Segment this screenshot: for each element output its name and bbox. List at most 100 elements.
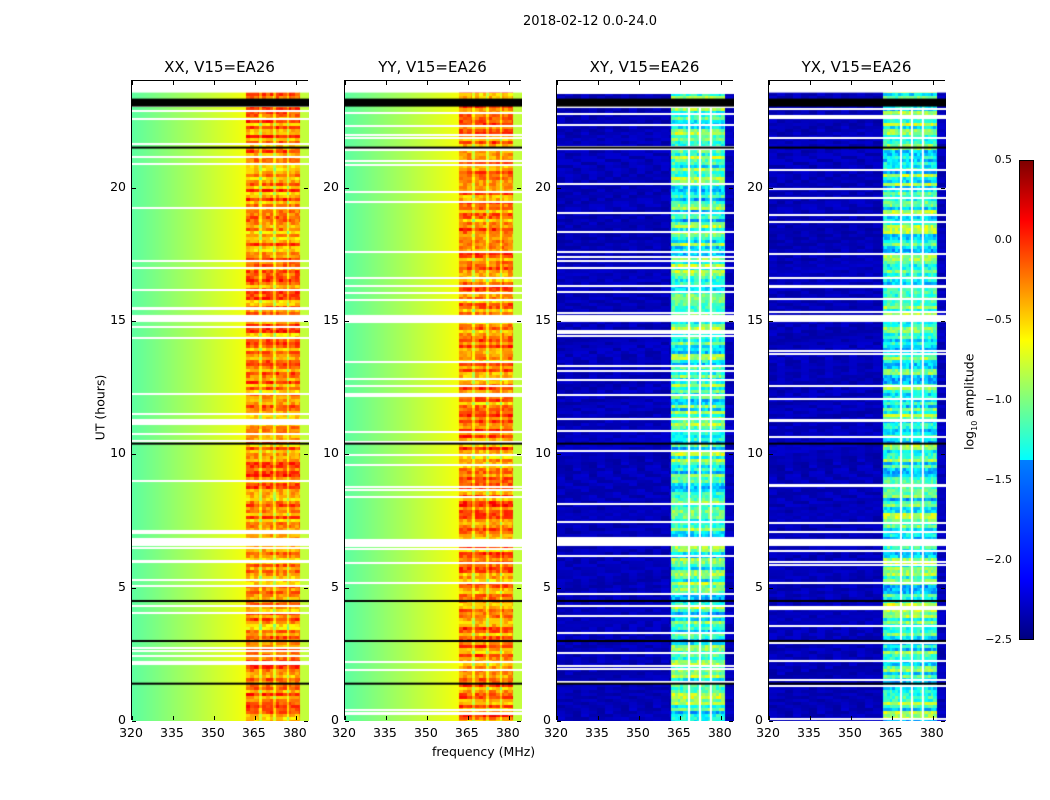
x-tick-mark — [467, 716, 469, 720]
x-tick-mark — [679, 81, 681, 85]
y-tick-mark — [941, 721, 945, 722]
y-tick-label: 10 — [110, 445, 126, 461]
x-tick-mark — [426, 81, 428, 85]
y-tick-mark — [557, 721, 561, 722]
y-tick-mark — [729, 721, 733, 722]
y-tick-label: 0 — [755, 712, 763, 727]
heatmap-panel-yx — [768, 80, 946, 722]
x-tick-label: 380 — [707, 725, 732, 740]
heatmap-panel-xy — [556, 80, 734, 722]
x-tick-mark — [638, 716, 640, 720]
x-tick-mark — [345, 716, 346, 720]
heatmap-image — [557, 81, 734, 721]
x-tick-mark — [467, 81, 469, 85]
y-tick-mark — [517, 454, 521, 456]
y-tick-mark — [557, 320, 561, 322]
x-tick-label: 365 — [241, 725, 266, 740]
y-tick-label: 0 — [118, 712, 126, 727]
y-tick-mark — [729, 587, 733, 589]
x-tick-mark — [385, 716, 387, 720]
y-tick-mark — [557, 454, 561, 456]
x-tick-mark — [557, 81, 558, 85]
colorbar-tick-label: 0.0 — [994, 233, 1013, 246]
y-tick-mark — [517, 320, 521, 322]
x-tick-label: 335 — [797, 725, 821, 740]
x-tick-label: 380 — [495, 725, 520, 740]
x-tick-label: 380 — [919, 725, 944, 740]
x-tick-mark — [345, 81, 346, 85]
x-tick-label: 350 — [837, 725, 862, 740]
x-tick-mark — [720, 81, 722, 85]
x-tick-mark — [769, 716, 770, 720]
x-tick-mark — [172, 81, 174, 85]
colorbar-tick-label: −1.5 — [985, 473, 1012, 486]
x-tick-mark — [597, 81, 599, 85]
x-tick-label: 365 — [878, 725, 903, 740]
y-tick-mark — [769, 587, 773, 589]
y-tick-label: 20 — [747, 178, 763, 194]
y-tick-mark — [557, 587, 561, 589]
y-tick-mark — [345, 587, 349, 589]
figure-title: 2018-02-12 0.0-24.0 — [523, 14, 657, 29]
x-tick-label: 365 — [666, 725, 691, 740]
y-tick-mark — [304, 587, 308, 589]
x-tick-label: 320 — [332, 725, 356, 740]
x-tick-mark — [638, 81, 640, 85]
colorbar-tick-label: −2.0 — [985, 553, 1012, 566]
x-tick-mark — [891, 716, 893, 720]
y-tick-label: 0 — [331, 712, 339, 727]
colorbar-tick-label: −0.5 — [985, 313, 1012, 326]
colorbar — [1019, 160, 1034, 640]
x-tick-mark — [132, 716, 133, 720]
x-tick-label: 335 — [373, 725, 397, 740]
y-tick-mark — [517, 721, 521, 722]
y-tick-label: 20 — [323, 178, 339, 194]
y-tick-mark — [304, 187, 308, 189]
y-tick-mark — [557, 187, 561, 189]
x-tick-mark — [254, 716, 256, 720]
y-tick-mark — [345, 320, 349, 322]
y-tick-label: 10 — [747, 445, 763, 461]
x-tick-label: 335 — [160, 725, 184, 740]
y-tick-mark — [345, 454, 349, 456]
y-tick-mark — [132, 587, 136, 589]
x-tick-mark — [932, 81, 934, 85]
x-tick-label: 350 — [413, 725, 438, 740]
y-tick-mark — [345, 721, 349, 722]
x-tick-label: 320 — [544, 725, 568, 740]
colorbar-label: log10 amplitude — [961, 342, 979, 462]
panel-title: XX, V15=EA26 — [164, 58, 275, 76]
y-tick-mark — [304, 454, 308, 456]
y-tick-label: 20 — [535, 178, 551, 194]
y-tick-label: 15 — [110, 311, 126, 327]
y-tick-label: 20 — [110, 178, 126, 194]
colorbar-label-sub: 10 — [969, 420, 979, 431]
x-tick-mark — [295, 716, 297, 720]
y-tick-mark — [345, 187, 349, 189]
y-tick-mark — [769, 187, 773, 189]
heatmap-panel-xx — [131, 80, 309, 722]
x-axis-label: frequency (MHz) — [432, 744, 536, 759]
colorbar-tick-label: −2.5 — [985, 633, 1012, 646]
y-tick-mark — [517, 587, 521, 589]
colorbar-label-log: log — [961, 430, 977, 450]
x-tick-label: 350 — [200, 725, 225, 740]
y-tick-mark — [729, 454, 733, 456]
x-tick-mark — [932, 716, 934, 720]
x-tick-label: 335 — [585, 725, 609, 740]
y-tick-mark — [132, 454, 136, 456]
y-tick-label: 15 — [535, 311, 551, 327]
x-tick-label: 380 — [282, 725, 307, 740]
y-tick-mark — [769, 721, 773, 722]
x-tick-mark — [720, 716, 722, 720]
x-tick-mark — [132, 81, 133, 85]
x-tick-label: 320 — [756, 725, 780, 740]
y-tick-mark — [941, 187, 945, 189]
y-tick-mark — [132, 721, 136, 722]
panel-title: XY, V15=EA26 — [589, 58, 700, 76]
y-tick-label: 5 — [118, 578, 126, 594]
y-tick-label: 5 — [543, 578, 551, 594]
y-tick-label: 5 — [331, 578, 339, 594]
x-tick-mark — [850, 716, 852, 720]
y-tick-mark — [941, 587, 945, 589]
